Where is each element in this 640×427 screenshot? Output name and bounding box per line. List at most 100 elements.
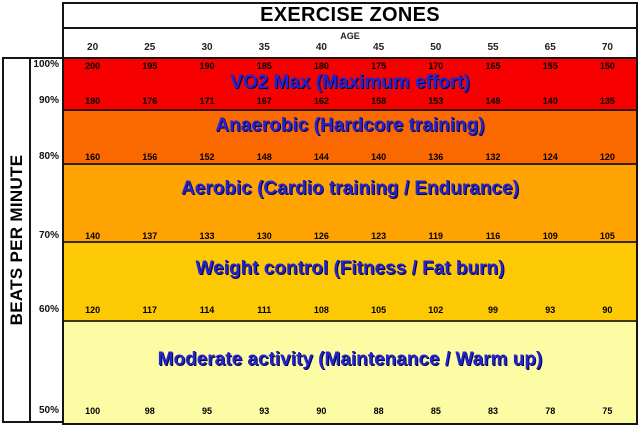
bpm-value: 149 [485, 96, 501, 106]
bpm-value: 170 [428, 61, 444, 71]
bpm-value: 90 [316, 406, 327, 416]
bpm-value: 109 [542, 231, 558, 241]
age-tick: 35 [258, 42, 270, 53]
bpm-value: 78 [545, 406, 556, 416]
percent-tick: 60% [38, 304, 59, 315]
age-tick: 20 [87, 42, 99, 53]
bpm-value: 126 [313, 231, 329, 241]
bpm-value: 123 [371, 231, 387, 241]
bpm-value: 133 [199, 231, 215, 241]
bpm-value: 105 [371, 305, 387, 315]
bpm-value: 140 [85, 231, 101, 241]
bpm-value: 144 [313, 152, 329, 162]
bpm-value: 152 [199, 152, 215, 162]
bpm-value: 105 [599, 231, 615, 241]
bpm-value: 111 [257, 305, 272, 315]
age-tick: 25 [144, 42, 156, 53]
percent-tick: 90% [38, 95, 59, 106]
bpm-value: 75 [602, 406, 613, 416]
zone-label: VO2 Max (Maximum effort) [230, 72, 470, 93]
bpm-value: 116 [485, 231, 501, 241]
bpm-row: 120 117 114 111 108 105 102 99 93 90 [64, 304, 636, 316]
bpm-value: 150 [599, 61, 615, 71]
page-title: EXERCISE ZONES [64, 4, 636, 29]
age-axis-label: AGE [340, 31, 360, 41]
bpm-value: 100 [85, 406, 101, 416]
percent-tick: 100% [33, 59, 59, 70]
zone-band-0 [64, 59, 636, 111]
zone-label: Moderate activity (Maintenance / Warm up… [157, 349, 543, 370]
zone-band-4 [64, 322, 636, 423]
bpm-value: 160 [85, 152, 101, 162]
bpm-row: 100 98 95 93 90 88 85 83 78 75 [64, 405, 636, 417]
zone-band-2 [64, 165, 636, 243]
bpm-value: 180 [313, 61, 329, 71]
bpm-value: 124 [542, 152, 558, 162]
bpm-value: 130 [256, 231, 272, 241]
bpm-value: 190 [199, 61, 215, 71]
bpm-value: 117 [142, 305, 158, 315]
percent-axis: 100% 90% 80% 70% 60% 50% [31, 57, 62, 423]
bpm-value: 132 [485, 152, 501, 162]
table-header: EXERCISE ZONES AGE 20 25 30 35 40 45 50 55 65 70 [62, 2, 638, 57]
bpm-value: 155 [542, 61, 558, 71]
percent-tick: 80% [38, 151, 59, 162]
bpm-value: 135 [599, 96, 615, 106]
zone-label: Aerobic (Cardio training / Endurance) [181, 178, 519, 199]
bpm-value: 83 [488, 406, 499, 416]
bpm-value: 137 [142, 231, 158, 241]
bpm-value: 120 [85, 305, 101, 315]
age-tick: 65 [544, 42, 556, 53]
age-tick-row: 20 25 30 35 40 45 50 55 65 70 [64, 42, 636, 53]
bpm-value: 148 [256, 152, 272, 162]
bpm-value: 93 [545, 305, 556, 315]
bpm-value: 176 [142, 96, 158, 106]
y-axis-title: BEATS PER MINUTE [6, 154, 26, 326]
age-tick: 30 [201, 42, 213, 53]
age-tick: 55 [487, 42, 499, 53]
percent-tick: 70% [38, 230, 59, 241]
bpm-value: 162 [313, 96, 329, 106]
bpm-row: 200 195 190 185 180 175 170 165 155 150 [64, 60, 636, 72]
bpm-value: 119 [428, 231, 444, 241]
bpm-value: 165 [485, 61, 501, 71]
bpm-value: 88 [373, 406, 384, 416]
bpm-value: 93 [259, 406, 270, 416]
zone-band-1 [64, 111, 636, 165]
bpm-row: 180 176 171 167 162 158 153 149 140 135 [64, 95, 636, 107]
bpm-value: 156 [142, 152, 158, 162]
zone-label: Anaerobic (Hardcore training) [215, 115, 485, 136]
bpm-value: 98 [144, 406, 155, 416]
percent-tick: 50% [38, 405, 59, 416]
bpm-value: 140 [542, 96, 558, 106]
bpm-value: 180 [85, 96, 101, 106]
age-tick: 40 [315, 42, 327, 53]
bpm-value: 171 [199, 96, 215, 106]
age-tick: 70 [601, 42, 613, 53]
bpm-value: 140 [371, 152, 387, 162]
zone-band-3 [64, 243, 636, 322]
zone-grid: VO2 Max (Maximum effort) Anaerobic (Hardc… [62, 57, 638, 425]
zone-label: Weight control (Fitness / Fat burn) [195, 258, 505, 279]
age-tick: 50 [430, 42, 442, 53]
bpm-value: 108 [313, 305, 329, 315]
bpm-value: 158 [371, 96, 387, 106]
bpm-value: 102 [428, 305, 444, 315]
bpm-row: 160 156 152 148 144 140 136 132 124 120 [64, 151, 636, 163]
y-axis-title-box: BEATS PER MINUTE [2, 57, 31, 423]
bpm-row: 140 137 133 130 126 123 119 116 109 105 [64, 230, 636, 242]
bpm-value: 175 [371, 61, 387, 71]
bpm-value: 90 [602, 305, 613, 315]
bpm-value: 136 [428, 152, 444, 162]
bpm-value: 99 [488, 305, 499, 315]
bpm-value: 114 [199, 305, 215, 315]
bpm-value: 167 [256, 96, 272, 106]
bpm-value: 195 [142, 61, 158, 71]
age-tick: 45 [373, 42, 385, 53]
bpm-value: 185 [256, 61, 272, 71]
bpm-value: 200 [85, 61, 101, 71]
bpm-value: 120 [599, 152, 615, 162]
bpm-value: 95 [202, 406, 213, 416]
bpm-value: 85 [430, 406, 441, 416]
